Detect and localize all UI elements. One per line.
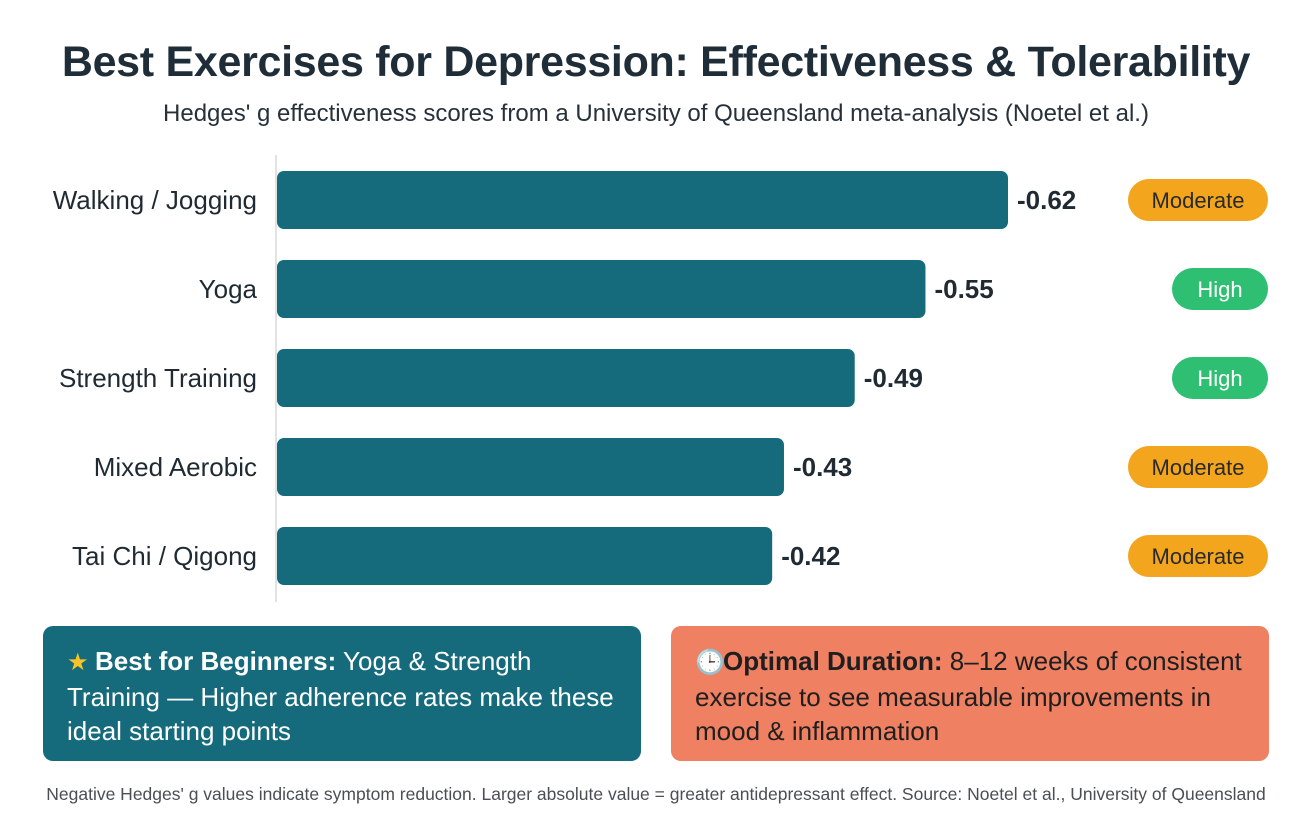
bar [277, 171, 1008, 229]
tolerability-badge-label: Moderate [1152, 544, 1245, 569]
duration-heading: Optimal Duration: [723, 646, 943, 676]
value-label: -0.62 [1017, 185, 1076, 215]
tolerability-badge [1172, 357, 1268, 399]
duration-card: 🕒Optimal Duration: 8–12 weeks of consist… [671, 626, 1269, 761]
bar [277, 349, 855, 407]
beginners-heading: Best for Beginners: [95, 646, 337, 676]
tolerability-badge [1128, 446, 1268, 488]
tolerability-badge-label: High [1197, 366, 1242, 391]
bar [277, 438, 784, 496]
tolerability-badge [1172, 268, 1268, 310]
star-icon: ★ [67, 649, 89, 676]
beginners-card: ★ Best for Beginners: Yoga & Strength Tra… [43, 626, 641, 761]
chart-title: Best Exercises for Depression: Effective… [61, 38, 1251, 86]
tolerability-badge-label: Moderate [1152, 188, 1245, 213]
tolerability-badge [1128, 535, 1268, 577]
value-label: -0.43 [793, 452, 852, 482]
category-label: Walking / Jogging [53, 185, 257, 215]
value-label: -0.42 [781, 541, 840, 571]
category-label: Tai Chi / Qigong [72, 541, 257, 571]
footnote: Negative Hedges' g values indicate sympt… [46, 784, 1266, 804]
value-label: -0.49 [864, 363, 923, 393]
value-label: -0.55 [934, 274, 993, 304]
duration-text: 8–12 weeks of consistent exercise to see… [695, 646, 1242, 746]
tolerability-badge-label: High [1197, 277, 1242, 302]
bar [277, 260, 926, 318]
category-label: Strength Training [59, 363, 257, 393]
category-label: Yoga [199, 274, 258, 304]
bar [277, 527, 773, 585]
beginners-text: Yoga & Strength Training — Higher adhere… [67, 646, 614, 746]
category-label: Mixed Aerobic [94, 452, 257, 482]
tolerability-badge-label: Moderate [1152, 455, 1245, 480]
tolerability-badge [1128, 179, 1268, 221]
clock-icon: 🕒 [695, 649, 725, 676]
chart-subtitle: Hedges' g effectiveness scores from a Un… [163, 100, 1149, 127]
bar-chart: Walking / Jogging -0.62 Moderate Yoga -0.55 H… [53, 155, 1268, 602]
